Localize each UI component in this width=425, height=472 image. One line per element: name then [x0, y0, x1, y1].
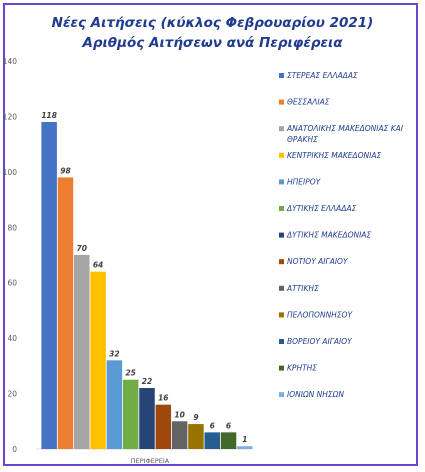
y-tick-label: 100	[3, 168, 18, 177]
bar	[171, 421, 188, 449]
bar	[122, 379, 139, 449]
bar	[57, 177, 74, 449]
legend-swatch	[279, 392, 284, 398]
legend-swatch	[279, 312, 284, 318]
legend-swatch	[279, 259, 284, 265]
bar-data-label: 9	[193, 413, 198, 422]
bar-data-label: 1	[242, 435, 247, 444]
legend-label: ΚΡΗΤΗΣ	[287, 364, 317, 373]
y-tick-label: 0	[12, 445, 17, 454]
bar	[237, 446, 253, 449]
bar	[106, 360, 123, 449]
legend-swatch	[279, 179, 284, 185]
y-tick-label: 80	[7, 223, 17, 232]
legend-label: ΝΟΤΙΟΥ ΑΙΓΑΙΟΥ	[287, 257, 349, 266]
legend-label: ΗΠΕΙΡΟΥ	[287, 177, 322, 186]
bar-data-label: 64	[93, 261, 103, 270]
legend-label: ΑΝΑΤΟΛΙΚΗΣ ΜΑΚΕΔΟΝΙΑΣ ΚΑΙ ΘΡΑΚΗΣ	[286, 124, 404, 144]
bar	[204, 432, 220, 449]
legend-label: ΠΕΛΟΠΟΝΝΗΣΟΥ	[287, 310, 353, 319]
legend-swatch	[279, 152, 284, 158]
legend-swatch	[279, 232, 284, 238]
bar-data-label: 118	[41, 111, 57, 120]
bar	[220, 432, 237, 449]
legend-swatch	[279, 365, 284, 371]
bar-data-label: 32	[109, 349, 119, 358]
legend-swatch	[279, 339, 284, 344]
bar-data-label: 10	[174, 410, 184, 419]
y-tick-label: 20	[7, 390, 17, 399]
bar	[74, 255, 90, 449]
legend-label: ΔΥΤΙΚΗΣ ΜΑΚΕΔΟΝΙΑΣ	[286, 231, 371, 240]
chart-subtitle: Αριθμός Αιτήσεων ανά Περιφέρεια	[82, 35, 343, 51]
legend-label: ΣΤΕΡΕΑΣ ΕΛΛΑΔΑΣ	[287, 71, 358, 80]
legend-label: ΚΕΝΤΡΙΚΗΣ ΜΑΚΕΔΟΝΙΑΣ	[287, 151, 382, 160]
bar-data-label: 22	[142, 377, 152, 386]
legend-swatch	[279, 206, 284, 211]
bar-data-label: 16	[158, 394, 168, 403]
bar	[155, 404, 172, 449]
legend-swatch	[279, 99, 284, 105]
bar-data-label: 6	[226, 421, 231, 430]
y-tick-label: 40	[7, 334, 17, 343]
legend-label: ΙΟΝΙΩΝ ΝΗΣΩΝ	[287, 390, 344, 399]
legend-label: ΔΥΤΙΚΗΣ ΕΛΛΑΔΑΣ	[286, 204, 357, 213]
bar	[188, 424, 204, 449]
legend-label: ΘΕΣΣΑΛΙΑΣ	[287, 98, 330, 107]
bar	[90, 271, 106, 449]
bar-data-label: 25	[125, 369, 135, 378]
legend-swatch	[279, 126, 284, 132]
bar	[139, 388, 155, 449]
legend-label: ΑΤΤΙΚΗΣ	[286, 284, 319, 293]
legend-swatch	[279, 285, 284, 291]
bar-data-label: 70	[77, 244, 87, 253]
bar	[41, 121, 57, 449]
bar-data-label: 6	[210, 421, 215, 430]
y-tick-label: 140	[3, 57, 18, 66]
legend-swatch	[279, 73, 284, 78]
x-axis-label: ΠΕΡΙΦΕΡΕΙΑ	[131, 457, 170, 465]
legend-label: ΒΟΡΕΙΟΥ ΑΙΓΑΙΟΥ	[287, 337, 353, 346]
bar-data-label: 98	[60, 166, 70, 175]
chart-title: Νέες Αιτήσεις (κύκλος Φεβρουαρίου 2021)	[51, 15, 374, 31]
y-tick-label: 60	[7, 279, 17, 288]
y-tick-label: 120	[3, 112, 18, 121]
